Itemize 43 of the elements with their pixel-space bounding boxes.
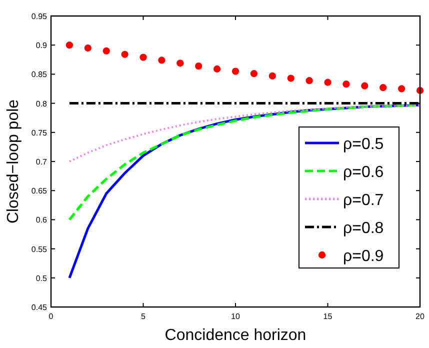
point xyxy=(121,50,128,58)
x-tick-label: 15 xyxy=(323,312,333,321)
point xyxy=(268,72,276,80)
legend-label: ρ=0.5 xyxy=(343,136,384,153)
x-tick-label: 5 xyxy=(141,312,146,321)
line-series xyxy=(68,104,421,162)
y-tick-label: 0.5 xyxy=(36,274,48,283)
legend-label: ρ=0.6 xyxy=(343,164,384,181)
legend-label: ρ=0.8 xyxy=(343,220,384,237)
y-tick-label: 0.9 xyxy=(36,41,48,50)
y-tick-label: 0.95 xyxy=(31,12,48,21)
point xyxy=(176,60,184,67)
point xyxy=(195,62,202,70)
point xyxy=(342,80,350,88)
point xyxy=(84,44,92,52)
point xyxy=(158,56,166,64)
x-tick-label: 0 xyxy=(48,312,54,321)
point xyxy=(306,77,313,84)
x-axis-title: Concidence horizon xyxy=(164,327,306,344)
x-tick-label: 20 xyxy=(416,312,425,321)
point xyxy=(361,82,368,90)
point xyxy=(213,65,221,73)
y-tick-label: 0.7 xyxy=(36,158,48,166)
point xyxy=(66,42,74,49)
y-tick-label: 0.85 xyxy=(31,70,48,80)
y-tick-label: 0.6 xyxy=(36,216,48,225)
legend-label: ρ=0.7 xyxy=(343,192,384,209)
point xyxy=(398,85,406,92)
point xyxy=(232,68,240,75)
point xyxy=(140,54,147,61)
x-tick-label: 10 xyxy=(231,312,240,321)
y-tick-label: 0.45 xyxy=(31,303,48,312)
y-axis-title: Closed−loop pole xyxy=(5,99,22,224)
point xyxy=(380,84,387,92)
y-tick-label: 0.75 xyxy=(31,128,48,138)
legend-label: ρ=0.9 xyxy=(343,248,384,265)
point xyxy=(287,74,294,82)
y-tick-label: 0.55 xyxy=(31,244,48,254)
y-tick-label: 0.8 xyxy=(36,99,48,108)
y-tick-label: 0.65 xyxy=(31,186,48,196)
point xyxy=(102,47,110,54)
point xyxy=(250,70,258,78)
point xyxy=(324,78,332,86)
